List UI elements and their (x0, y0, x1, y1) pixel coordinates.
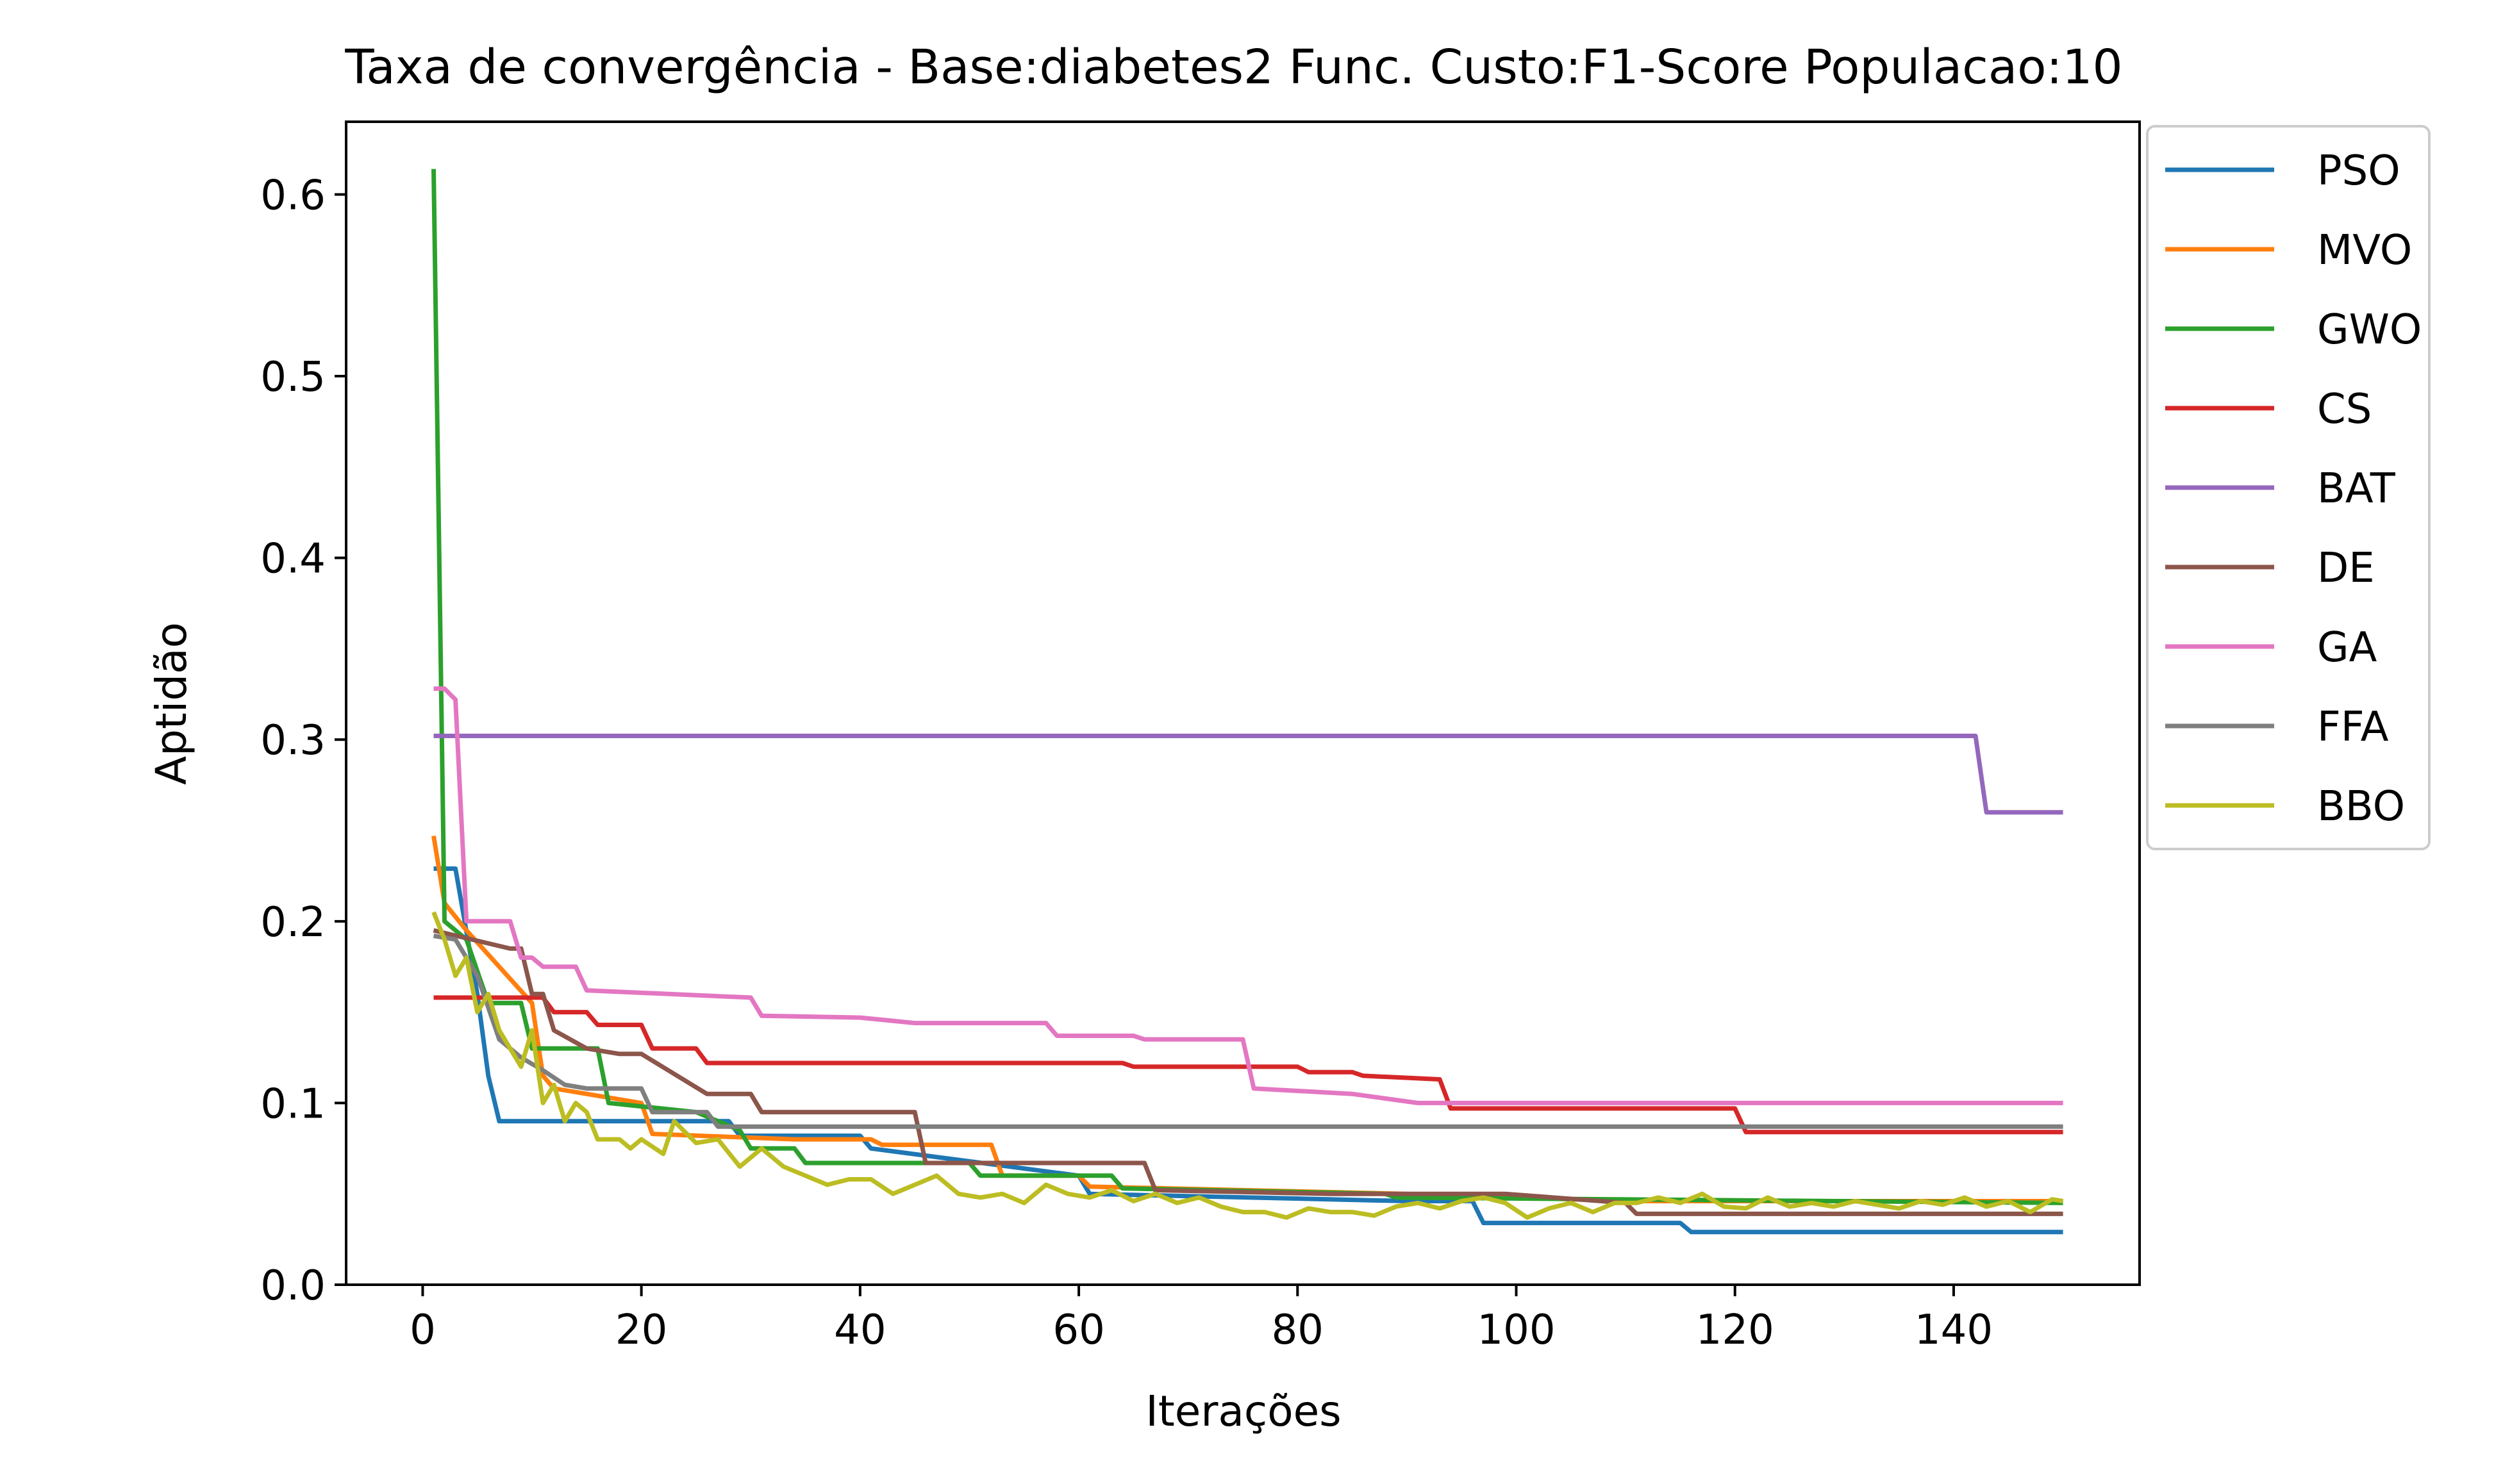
legend-label-pso: PSO (2317, 147, 2400, 195)
y-tick-label: 0.3 (260, 717, 326, 764)
series-layer (431, 169, 2064, 1235)
x-axis-label: Iterações (1145, 1387, 1341, 1436)
y-tick-label: 0.6 (260, 172, 326, 219)
x-tick-label: 140 (1915, 1307, 1993, 1354)
chart-title: Taxa de convergência - Base:diabetes2 Fu… (344, 40, 2122, 95)
y-tick-label: 0.4 (260, 536, 326, 583)
plot-frame (345, 120, 2141, 1286)
y-tick-label: 0.2 (260, 899, 326, 946)
legend-label-cs: CS (2317, 386, 2372, 433)
y-axis-label: Aptidão (147, 622, 196, 785)
x-tick-label: 60 (1052, 1307, 1104, 1354)
legend-label-mvo: MVO (2317, 227, 2412, 274)
x-tick-label: 40 (834, 1307, 886, 1354)
legend-box (2146, 125, 2431, 850)
legend-label-ga: GA (2317, 624, 2377, 672)
y-tick-label: 0.0 (260, 1262, 326, 1310)
y-tick-label: 0.1 (260, 1080, 326, 1128)
series-line-ffa (433, 934, 2063, 1129)
x-tick-label: 20 (615, 1307, 667, 1354)
legend: PSO MVO GWO CS BAT DE GA FFA BBO (2146, 125, 2431, 850)
series-line-bat (433, 734, 2063, 815)
series-line-ga (433, 686, 2063, 1105)
x-tick-label: 120 (1696, 1307, 1774, 1354)
y-axis: 0.0 0.1 0.2 0.3 0.4 0.5 0.6 (260, 172, 346, 1310)
legend-label-gwo: GWO (2317, 306, 2422, 354)
legend-label-de: DE (2317, 545, 2375, 592)
legend-label-bbo: BBO (2317, 783, 2405, 830)
series-line-bbo (431, 911, 2064, 1220)
x-tick-label: 80 (1272, 1307, 1324, 1354)
series-line-de (433, 928, 2063, 1216)
series-line-gwo (431, 169, 2063, 1205)
legend-label-bat: BAT (2317, 465, 2396, 513)
x-tick-label: 0 (410, 1307, 436, 1354)
x-tick-label: 100 (1477, 1307, 1555, 1354)
series-line-pso (433, 866, 2063, 1235)
legend-label-ffa: FFA (2317, 704, 2389, 751)
x-axis: 0 20 40 60 80 100 120 140 (410, 1285, 1993, 1354)
y-tick-label: 0.5 (260, 354, 326, 401)
